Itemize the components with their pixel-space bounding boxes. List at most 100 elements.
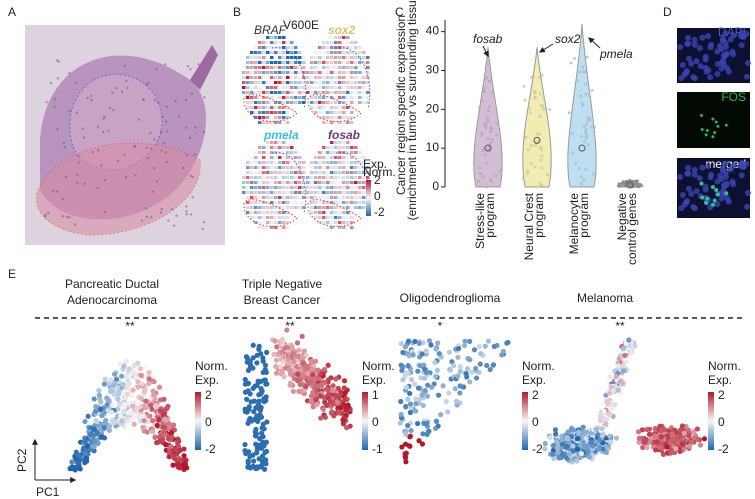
significance: * [438,319,443,333]
spot [354,86,358,89]
spot [330,176,334,179]
cell [177,465,182,470]
cell [636,429,641,434]
spot [290,181,294,184]
nucleus [729,179,735,185]
spot [350,216,354,219]
dataset-title: Oligodendroglioma [400,291,501,305]
spot [266,166,270,169]
spot [306,86,310,89]
texture-dot [102,131,104,133]
cell [286,361,291,366]
spot [250,156,254,159]
spot [266,116,270,119]
cell [405,396,410,401]
spot [318,51,322,54]
spot [330,191,334,194]
spot [274,106,278,109]
cell [309,399,314,404]
spot [282,181,286,184]
spot [310,176,314,179]
gene-dot [584,140,586,142]
spot [306,196,310,199]
spot [318,186,322,189]
cell [259,431,264,436]
cell [408,401,413,406]
gene-dot [583,125,585,127]
spot [254,196,258,199]
texture-dot [57,60,59,62]
spot [274,171,278,174]
cell [571,428,576,433]
spot [354,161,358,164]
nucleus [678,75,684,81]
spot [362,56,366,59]
spot [338,96,342,99]
spot [282,216,286,219]
spot [318,166,322,169]
spot [290,206,294,209]
cell [148,403,153,408]
cell [322,367,327,372]
cell [132,363,137,368]
spot [274,56,278,59]
nucleus [677,174,683,180]
colorbar-title: Exp. [195,373,219,387]
spot [246,176,250,179]
spot [334,186,338,189]
spot [262,76,266,79]
cell [622,353,627,358]
cell [652,434,657,439]
nucleus [685,41,691,47]
spot [242,91,246,94]
spot [274,176,278,179]
spot [326,41,330,44]
spot [342,81,346,84]
spot [338,111,342,114]
spot [250,201,254,204]
nucleus [728,166,734,172]
colorbar-tick-label: 2 [718,388,725,402]
spot [342,121,346,124]
spot [298,96,302,99]
spot [286,46,290,49]
colorbar-tick-label: 0 [532,415,539,429]
cell [129,394,134,399]
annotation: sox2 [555,32,581,46]
cell [82,419,87,424]
spot [298,201,302,204]
cell [330,388,335,393]
spot [350,66,354,69]
cell [620,381,625,386]
cell [256,347,261,352]
spot [350,41,354,44]
texture-dot [50,82,52,84]
cell [413,401,418,406]
spot [294,101,298,104]
spot [250,176,254,179]
gene-dot [524,99,526,101]
spot [342,106,346,109]
spot [338,166,342,169]
fos-signal [705,133,708,136]
spot [258,86,262,89]
spot [342,61,346,64]
texture-dot [112,109,114,111]
cell [250,366,255,371]
cell [404,451,409,456]
texture-dot [84,183,86,185]
spot [334,91,338,94]
cell [474,375,479,380]
spot [262,41,266,44]
spot [358,181,362,184]
spot [338,41,342,44]
gene-dot [585,137,587,139]
spot [322,51,326,54]
spot [282,186,286,189]
cell [313,397,318,402]
cell [92,444,97,449]
gene-dot [528,107,530,109]
spot [338,161,342,164]
fos-signal [705,196,709,200]
